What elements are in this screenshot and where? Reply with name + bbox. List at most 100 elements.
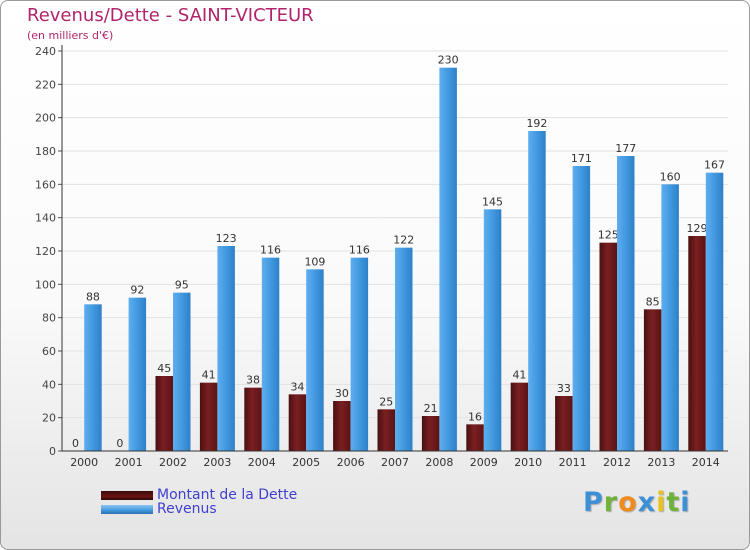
x-tick-label: 2006 [337,456,365,469]
data-label-revenus: 171 [571,152,592,165]
x-tick-label: 2009 [470,456,498,469]
y-tick-label: 240 [35,45,56,58]
bar-dette [288,394,307,451]
bar-revenus [306,269,324,451]
data-label-dette: 21 [424,402,438,415]
bar-revenus [439,67,457,452]
y-tick-label: 60 [42,345,56,358]
y-tick-label: 180 [35,145,56,158]
y-tick-label: 20 [42,412,56,425]
legend-label-revenus: Revenus [157,501,217,517]
data-label-dette: 16 [468,410,482,423]
x-tick-label: 2007 [381,456,409,469]
data-label-dette: 33 [557,382,571,395]
bar-dette [643,309,662,451]
bar-dette [199,382,218,451]
bar-revenus [173,292,191,451]
data-label-dette: 34 [290,380,304,393]
y-tick-label: 120 [35,245,56,258]
bar-dette [333,401,351,451]
bar-revenus [350,257,369,451]
x-tick-label: 2001 [115,456,143,469]
data-label-revenus: 109 [304,255,325,268]
y-tick-label: 0 [49,445,56,458]
bar-revenus [705,172,724,451]
data-label-revenus: 123 [216,232,237,245]
logo-letter: i [680,487,691,518]
bar-dette [688,236,706,451]
logo-letter: P [583,487,604,518]
data-label-dette: 45 [157,362,171,375]
bar-revenus [483,209,502,451]
data-label-revenus: 160 [660,170,681,183]
data-label-dette: 129 [687,222,708,235]
x-tick-label: 2011 [559,456,587,469]
data-label-revenus: 116 [349,244,370,257]
legend-swatch-dette [101,491,153,500]
y-tick-label: 140 [35,212,56,225]
x-tick-label: 2003 [203,456,231,469]
proxiti-logo: Proxiti [583,487,691,518]
chart-title: Revenus/Dette - SAINT-VICTEUR [27,5,314,26]
data-label-dette: 0 [72,437,79,450]
bar-revenus [528,131,546,451]
y-tick-label: 80 [42,312,56,325]
bar-revenus [84,304,102,451]
data-label-revenus: 95 [175,279,189,292]
bar-dette [377,409,395,451]
x-tick-label: 2002 [159,456,187,469]
logo-letter: x [637,487,657,518]
data-label-dette: 41 [202,369,216,382]
x-tick-label: 2008 [425,456,453,469]
bar-revenus [261,257,280,451]
logo-letter: i [656,487,667,518]
bar-dette [466,424,484,451]
data-label-dette: 125 [598,229,619,242]
data-label-revenus: 230 [438,54,459,67]
y-tick-label: 220 [35,78,56,91]
x-tick-label: 2010 [514,456,542,469]
data-label-revenus: 145 [482,195,503,208]
data-label-revenus: 116 [260,244,281,257]
x-tick-label: 2014 [692,456,720,469]
bar-revenus [395,247,413,451]
data-label-dette: 25 [379,395,393,408]
x-tick-label: 2000 [70,456,98,469]
data-label-revenus: 92 [130,284,144,297]
bar-dette [555,396,573,451]
data-label-dette: 38 [246,374,260,387]
data-label-dette: 85 [646,295,660,308]
bar-dette [421,416,440,451]
data-label-dette: 0 [116,437,123,450]
data-label-revenus: 192 [526,117,547,130]
x-tick-label: 2004 [248,456,276,469]
x-tick-label: 2012 [603,456,631,469]
bar-dette [599,242,617,451]
bar-revenus [617,156,635,451]
chart-subtitle: (en milliers d'€) [27,29,114,42]
logo-letter: t [666,487,681,518]
data-label-dette: 41 [512,369,526,382]
bar-revenus [572,166,591,451]
bar-revenus [661,184,679,452]
bar-dette [510,382,529,451]
logo-letter: r [603,487,619,518]
y-tick-label: 160 [35,178,56,191]
bar-dette [244,387,262,451]
data-label-revenus: 88 [86,290,100,303]
legend-label-dette: Montant de la Dette [157,487,298,503]
logo-letter: o [618,487,638,518]
bar-dette [155,376,173,451]
y-tick-label: 40 [42,378,56,391]
y-tick-label: 100 [35,278,56,291]
legend-swatch-revenus [101,505,153,514]
data-label-revenus: 177 [615,142,636,155]
data-label-dette: 30 [335,387,349,400]
x-tick-label: 2013 [647,456,675,469]
bar-revenus [128,297,147,451]
y-tick-label: 200 [35,112,56,125]
x-tick-label: 2005 [292,456,320,469]
data-label-revenus: 122 [393,234,414,247]
